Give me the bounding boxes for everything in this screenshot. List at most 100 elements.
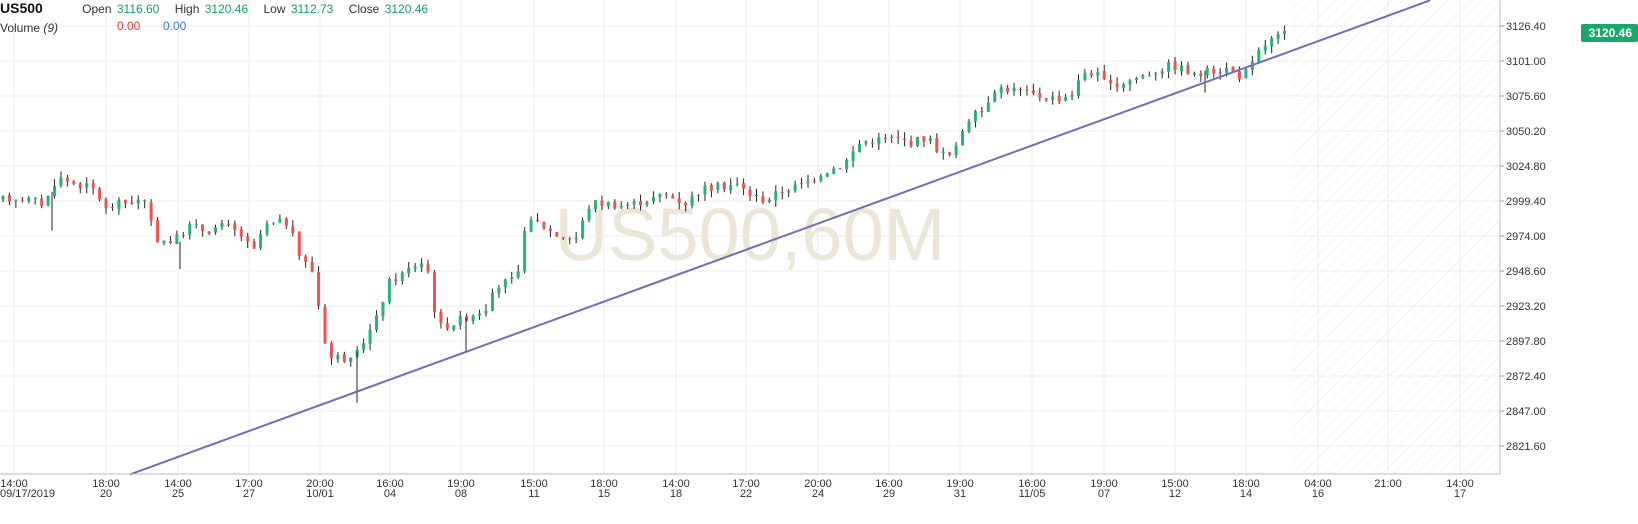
candle-body [104,198,108,209]
candle-body [1012,87,1016,92]
candle-body [297,232,301,256]
candle-body [555,232,559,237]
candle-body [986,102,990,112]
candle-body [658,194,662,198]
candle-body [806,181,810,183]
candle-body [14,200,18,202]
candle-body [484,310,488,314]
candle-body [941,151,945,154]
x-tick-time: 19:00 [1090,478,1118,490]
candle-body [1154,73,1158,75]
candle-body [252,241,256,249]
candle-body [1244,69,1248,79]
x-tick-date: 20 [100,488,112,500]
candle-body [323,306,327,343]
candle-body [220,223,224,228]
candle-body [825,173,829,177]
candle-body [742,182,746,189]
x-tick-date: 27 [243,488,255,500]
candle-body [536,219,540,221]
x-tick-time: 19:00 [447,478,475,490]
candle-body [91,182,95,188]
candle-body [471,315,475,322]
x-tick-time: 14:00 [1446,478,1474,490]
high-value: 3120.46 [204,2,249,16]
candle-body [1019,88,1023,90]
candle-body [117,200,121,210]
candle-body [1276,34,1280,39]
volume-indicator-label[interactable]: Volume (9) [0,21,58,35]
candle-body [284,218,288,226]
candle-body [85,183,89,188]
candle-body [168,241,172,244]
price-axis: 3126.40 3101.00 3075.60 3050.20 3024.80 2999.… [1499,0,1546,474]
x-tick-time: 04:00 [1304,478,1332,490]
x-tick-date: 11 [528,488,539,500]
x-tick-date: 18 [670,488,682,500]
candle-body [510,277,514,279]
x-tick-time: 21:00 [1374,478,1402,490]
x-tick-date: 08 [455,488,467,500]
candle-body [838,168,842,170]
candle-body [735,183,739,185]
candle-body [832,168,836,174]
candle-body [181,234,185,236]
candle-body [626,204,630,206]
candle-body [1044,98,1048,101]
candle-body [812,180,816,182]
candle-body [1263,45,1267,51]
candle-body [516,271,520,278]
candle-body [1141,75,1145,78]
x-tick-date: 07 [1098,488,1110,500]
candle-body [175,234,179,244]
candle-body [787,191,791,193]
candle-body [980,111,984,113]
candle-body [954,145,958,155]
candle-body [291,226,295,234]
open-value: 3116.60 [116,2,160,16]
candle-body [877,137,881,145]
y-tick-label: 3101.00 [1506,56,1546,68]
candle-body [1096,72,1100,76]
y-tick-label: 2999.40 [1506,196,1546,208]
candle-body [587,208,591,220]
candle-body [271,222,275,224]
candle-body [1064,97,1068,101]
candle-body [1231,66,1235,72]
candle-body [265,223,269,234]
candle-body [568,238,572,240]
candle-body [606,201,610,207]
candle-body [574,237,578,239]
candle-body [961,130,965,146]
candle-body [922,136,926,142]
candle-body [110,207,114,209]
candle-body [1173,61,1177,70]
candle-body [7,195,11,202]
candle-body [619,205,623,208]
candle-body [967,121,971,132]
candle-body [1115,83,1119,87]
candle-body [915,137,919,146]
candle-body [259,234,263,248]
candle-body [1076,80,1080,97]
chart-watermark: US500,60M [555,193,946,276]
candle-body [1134,78,1138,81]
low-label: Low [263,2,286,16]
candle-body [194,223,198,225]
candle-body [684,202,688,206]
candle-body [716,182,720,190]
candle-body [703,185,707,195]
x-tick-time: 14:00 [0,478,28,490]
candlestick-series [1,25,1287,403]
x-tick-time: 17:00 [235,478,263,490]
candle-body [478,313,482,316]
candle-body [465,316,469,321]
symbol-name[interactable]: US500 [0,0,43,16]
x-tick-time: 14:00 [164,478,192,490]
candle-body [1237,71,1241,80]
candle-body [407,268,411,274]
candle-body [1257,50,1261,62]
trendline[interactable] [129,0,1431,476]
candle-body [529,220,533,232]
